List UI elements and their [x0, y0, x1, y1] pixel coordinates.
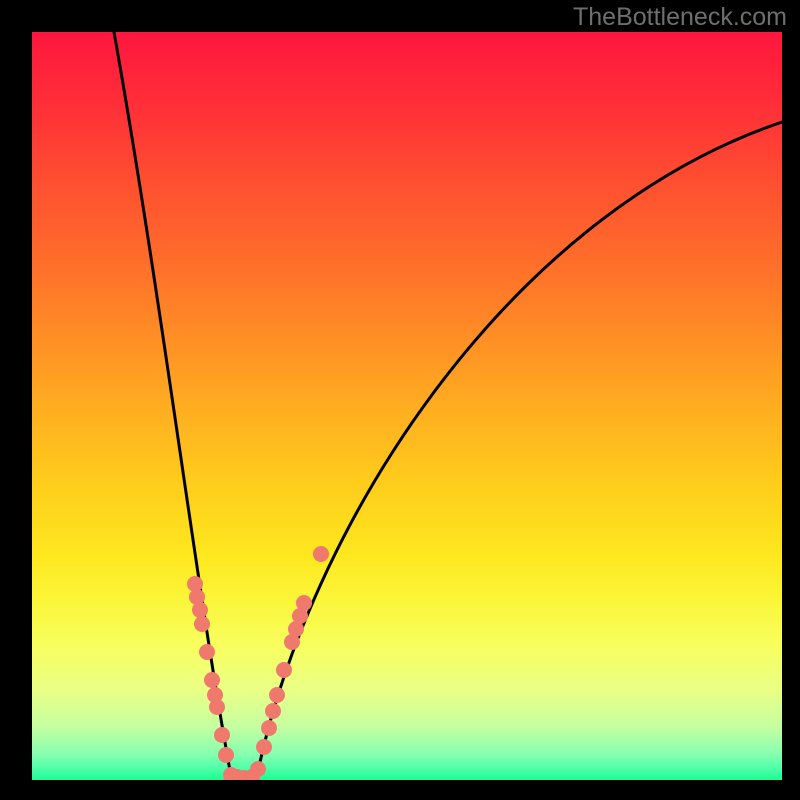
- curve-overlay: [32, 32, 782, 780]
- chart-plot-area: [32, 32, 782, 780]
- data-point: [313, 546, 329, 562]
- watermark-label: TheBottleneck.com: [573, 3, 787, 32]
- data-point: [261, 720, 277, 736]
- data-point: [194, 616, 210, 632]
- data-point: [209, 699, 225, 715]
- data-point: [204, 672, 220, 688]
- data-point: [265, 703, 281, 719]
- data-point: [269, 687, 285, 703]
- data-point: [218, 747, 234, 763]
- data-points-group: [187, 546, 329, 780]
- data-point: [192, 602, 208, 618]
- data-point: [276, 662, 292, 678]
- data-point: [199, 644, 215, 660]
- bottleneck-curve: [114, 32, 782, 776]
- data-point: [256, 739, 272, 755]
- data-point: [250, 761, 266, 777]
- data-point: [214, 727, 230, 743]
- data-point: [296, 595, 312, 611]
